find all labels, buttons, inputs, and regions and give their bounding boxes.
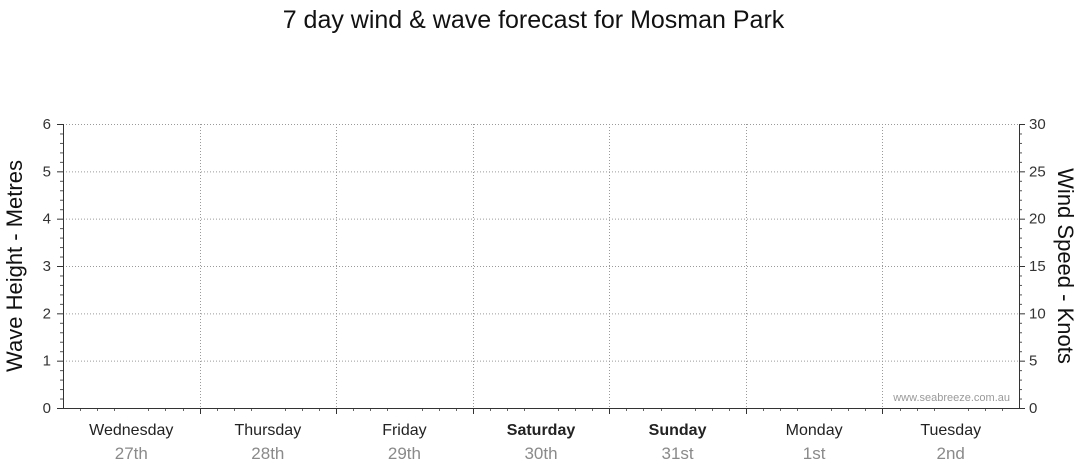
y-left-tick-label: 1 (43, 353, 51, 370)
day-date-label: 30th (524, 444, 557, 463)
day-name-label: Friday (382, 422, 426, 439)
day-date-label: 2nd (937, 444, 965, 463)
y-right-tick-label: 15 (1029, 258, 1046, 275)
y-right-tick-label: 10 (1029, 305, 1046, 322)
y-left-tick-label: 2 (43, 305, 51, 322)
day-name-label: Sunday (649, 422, 707, 439)
day-date-label: 28th (251, 444, 284, 463)
y-left-tick-label: 0 (43, 400, 51, 417)
grid-layer (63, 124, 1019, 408)
day-date-label: 31st (662, 444, 694, 463)
y-right-tick-label: 20 (1029, 211, 1046, 228)
day-date-label: 27th (115, 444, 148, 463)
axis-layer (57, 124, 1025, 414)
y-right-tick-label: 25 (1029, 163, 1046, 180)
label-layer: 0 1 2 3 4 5 6 0 5 10 15 20 25 30 Wednesday 27th Thursday… (43, 116, 1046, 463)
watermark-text: www.seabreeze.com.au (892, 392, 1010, 404)
day-name-label: Tuesday (920, 422, 981, 439)
day-name-label: Saturday (507, 422, 576, 439)
day-date-label: 29th (388, 444, 421, 463)
y-left-tick-label: 5 (43, 163, 51, 180)
chart-title: 7 day wind & wave forecast for Mosman Pa… (282, 6, 785, 34)
day-name-label: Wednesday (89, 422, 173, 439)
y-right-tick-label: 0 (1029, 400, 1037, 417)
y-axis-right-title: Wind Speed - Knots (1053, 168, 1078, 364)
day-name-label: Thursday (235, 422, 302, 439)
day-name-label: Monday (786, 422, 843, 439)
y-left-tick-label: 6 (43, 116, 51, 133)
y-left-tick-label: 3 (43, 258, 51, 275)
y-right-tick-label: 30 (1029, 116, 1046, 133)
y-right-tick-label: 5 (1029, 353, 1037, 370)
day-date-label: 1st (803, 444, 826, 463)
y-axis-left-title: Wave Height - Metres (2, 160, 27, 372)
y-left-tick-label: 4 (43, 211, 51, 228)
